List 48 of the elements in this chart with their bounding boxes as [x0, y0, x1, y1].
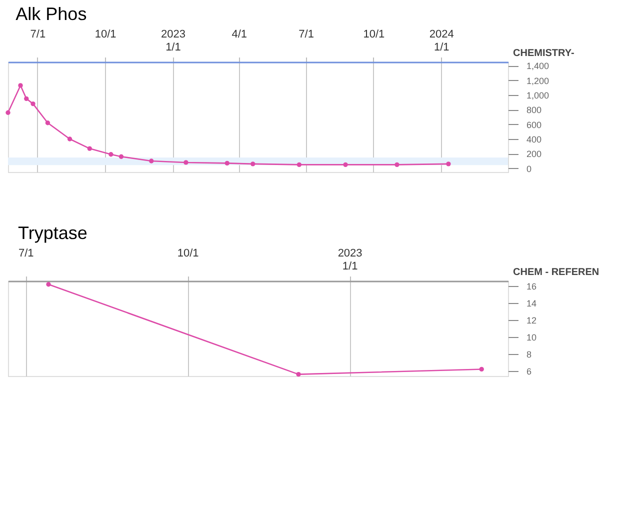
y-tick-label: 8 [526, 349, 532, 360]
text: CHEMISTRY- [513, 48, 574, 59]
y-tick-label: 1,400 [526, 61, 550, 72]
point [296, 162, 302, 168]
x-tick-label: 2023 1/1 [160, 28, 186, 54]
y-tick-label: 14 [526, 298, 537, 309]
point [479, 366, 484, 372]
x-tick-label: 7/1 [18, 248, 34, 260]
x-tick-label: 2024 1/1 [429, 28, 454, 54]
y-tick-label: 6 [526, 366, 532, 376]
y-tick-label: 1,000 [526, 90, 550, 100]
point [224, 160, 230, 166]
y-tick-label: 12 [526, 316, 537, 326]
y-tick-label: 200 [526, 149, 542, 160]
x-tick-label: 10/1 [363, 28, 385, 40]
point [394, 162, 400, 168]
x-tick-label: 7/1 [30, 28, 46, 40]
x-tick-label: 7/1 [298, 28, 314, 40]
x-tick-label: 10/1 [177, 248, 199, 260]
x-tick-label: 4/1 [232, 28, 248, 40]
point [18, 83, 23, 88]
point [46, 282, 51, 287]
point [149, 158, 154, 164]
x-tick-label: 10/1 [94, 28, 116, 40]
y-tick-label: 10 [526, 332, 537, 342]
point [24, 96, 29, 102]
chart-title: Tryptase [18, 223, 88, 243]
point [343, 162, 348, 168]
y-tick-label: 600 [526, 120, 542, 130]
y-tick-label: 16 [526, 282, 537, 292]
point [30, 101, 36, 106]
point [45, 120, 50, 126]
text: CHEM - REFEREN [513, 267, 600, 278]
y-tick-label: 1,200 [526, 76, 550, 86]
y-tick-label: 400 [526, 134, 542, 144]
point [6, 110, 10, 115]
x-tick-label: 2023 1/1 [338, 248, 362, 272]
point [446, 162, 451, 166]
point [184, 160, 188, 165]
y-tick-label: 0 [526, 164, 532, 174]
point [250, 162, 256, 166]
point [118, 154, 124, 159]
y-tick-label: 800 [526, 105, 542, 116]
point [296, 372, 301, 377]
point [67, 136, 72, 142]
point [108, 152, 114, 157]
chart-title: Alk Phos [16, 4, 87, 24]
point [87, 146, 92, 151]
